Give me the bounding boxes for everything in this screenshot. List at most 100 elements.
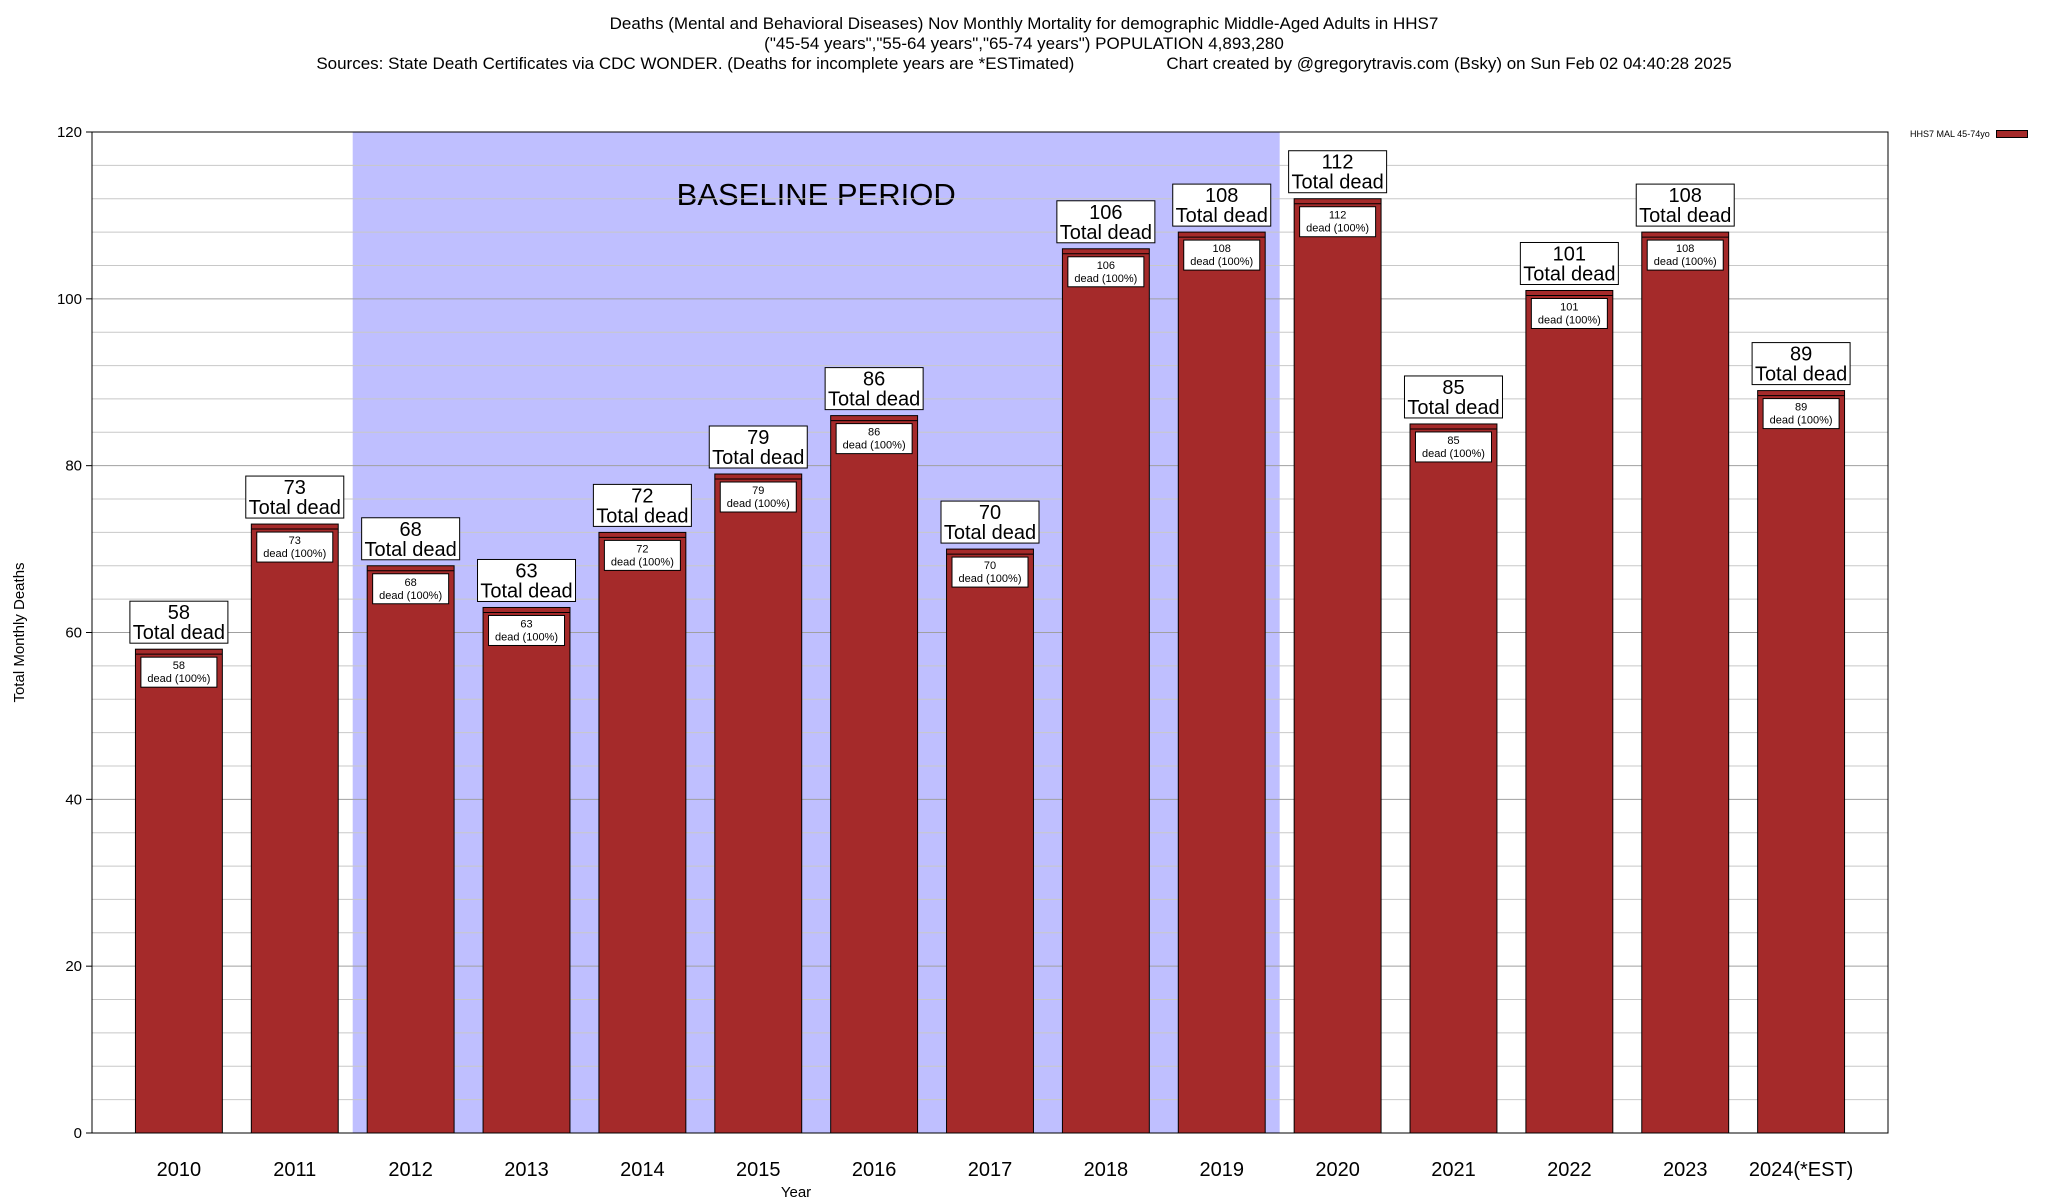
top-label-text: Total dead [596,505,688,527]
inner-label-value: 73 [289,535,301,547]
top-label-text: Total dead [1523,263,1615,285]
top-label-text: Total dead [364,539,456,561]
bar [482,606,571,1134]
x-tick-label: 2020 [1315,1159,1360,1181]
y-tick-label: 60 [65,625,82,642]
bar [1641,231,1730,1134]
y-tick-label: 80 [65,458,82,475]
y-tick-label: 120 [57,124,82,141]
top-label-text: Total dead [480,580,572,602]
bar [134,648,223,1134]
top-label-box [708,425,808,469]
top-label-box [361,517,461,561]
top-label-text: Total dead [1407,397,1499,419]
inner-label-text: dead (100%) [611,556,674,568]
inner-label-text: dead (100%) [147,673,210,685]
top-label-box [1172,183,1272,227]
top-label-box [245,475,345,519]
x-tick-label: 2010 [157,1159,202,1181]
inner-label-box [1299,206,1377,238]
top-label-box [1751,342,1851,386]
y-tick-label: 20 [65,958,82,975]
top-label-value: 70 [979,502,1001,524]
bar [250,523,339,1134]
bar [1525,289,1614,1134]
credit-text: Chart created by @gregorytravis.com (Bsk… [1166,54,1732,73]
bar [1061,248,1150,1134]
inner-label-value: 106 [1097,260,1115,272]
top-label-box [1635,183,1735,227]
x-tick-label: 2018 [1084,1159,1129,1181]
inner-label-text: dead (100%) [495,631,558,643]
top-label-value: 68 [400,519,422,541]
bar [714,473,803,1134]
inner-label-text: dead (100%) [1422,448,1485,460]
inner-label-box [140,656,218,688]
x-tick-label: 2023 [1663,1159,1708,1181]
top-label-value: 101 [1553,243,1586,265]
top-label-value: 72 [631,485,653,507]
top-label-text: Total dead [249,497,341,519]
top-label-text: Total dead [828,389,920,411]
chart-source-line: Sources: State Death Certificates via CD… [0,54,2048,74]
bar [830,415,919,1134]
inner-label-value: 86 [868,427,880,439]
inner-label-value: 58 [173,660,185,672]
top-label-box [1288,150,1388,194]
baseline-period-label: BASELINE PERIOD [677,177,956,212]
top-label-value: 106 [1089,202,1122,224]
y-tick-label: 40 [65,791,82,808]
bar [946,548,1034,1134]
legend-label: HHS7 MAL 45-74yo [1910,129,1990,139]
inner-label-text: dead (100%) [379,590,442,602]
top-label-box [129,600,229,644]
top-label-box [592,483,692,527]
top-label-value: 112 [1322,152,1354,174]
inner-label-text: dead (100%) [1306,223,1369,235]
inner-label-text: dead (100%) [1654,256,1717,268]
top-label-box [1403,375,1503,419]
inner-label-box [951,556,1029,588]
top-label-value: 79 [747,427,769,449]
x-axis-label: Year [781,1184,811,1200]
x-tick-label: 2022 [1547,1159,1592,1181]
x-tick-label: 2019 [1199,1159,1244,1181]
inner-label-text: dead (100%) [263,548,326,560]
y-axis-label: Total Monthly Deaths [11,562,28,702]
inner-label-value: 79 [752,485,764,497]
inner-label-text: dead (100%) [959,573,1022,585]
x-tick-label: 2015 [736,1159,781,1181]
legend-swatch [1995,130,2028,138]
bar [598,531,687,1134]
top-label-text: Total dead [944,522,1036,544]
inner-label-text: dead (100%) [843,440,906,452]
top-label-box [1519,241,1619,285]
inner-label-value: 72 [636,543,648,555]
inner-label-box [1183,239,1261,271]
y-tick-label: 100 [57,291,82,308]
inner-label-box [1646,239,1724,271]
inner-label-value: 89 [1795,402,1807,414]
inner-label-box [1762,398,1840,430]
chart-title: Deaths (Mental and Behavioral Diseases) … [609,14,1439,33]
bar [366,565,455,1134]
inner-label-value: 85 [1447,435,1459,447]
top-label-text: Total dead [1176,205,1268,227]
top-label-box [824,367,924,411]
bar [1757,390,1846,1134]
top-label-box [940,500,1040,544]
inner-label-value: 68 [405,577,417,589]
inner-label-box [488,614,566,646]
top-label-value: 108 [1205,185,1238,207]
source-text: Sources: State Death Certificates via CD… [316,54,1075,73]
y-tick-label: 0 [74,1125,82,1142]
bar [1293,198,1382,1134]
top-label-text: Total dead [1755,364,1847,386]
x-tick-label: 2012 [388,1159,433,1181]
inner-label-box [1414,431,1492,463]
inner-label-box [256,531,334,563]
inner-label-value: 108 [1676,243,1694,255]
top-label-text: Total dead [1060,222,1152,244]
inner-label-text: dead (100%) [1538,314,1601,326]
